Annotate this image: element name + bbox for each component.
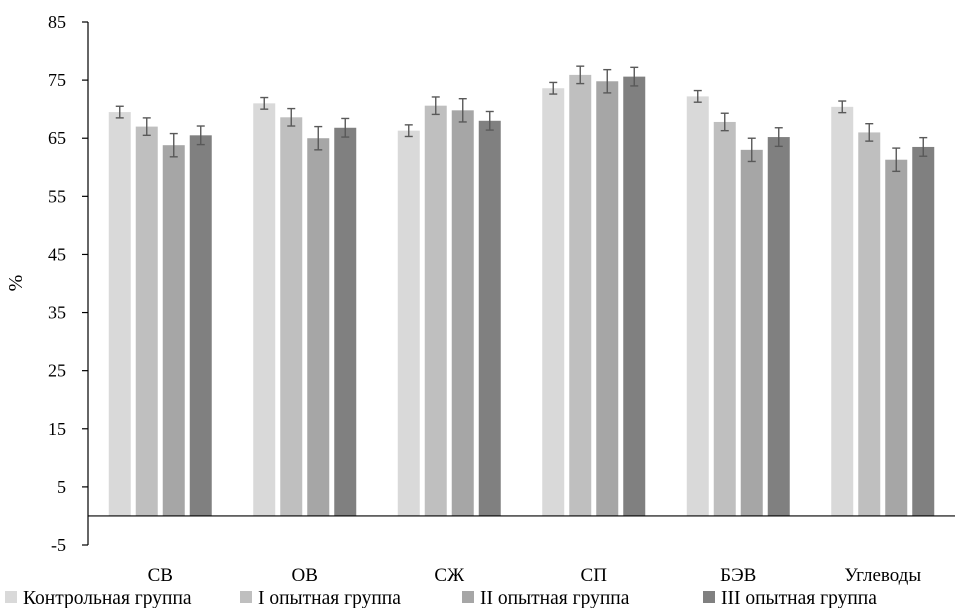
y-tick-label: 5 (57, 477, 66, 497)
bar (740, 149, 763, 516)
bars-layer (108, 74, 935, 516)
error-bar (404, 124, 413, 138)
legend-swatch (240, 591, 252, 603)
bar (135, 126, 158, 516)
bar (253, 103, 276, 516)
bar (858, 132, 881, 516)
legend-label: III опытная группа (721, 588, 877, 608)
bar (108, 112, 131, 516)
bar (478, 120, 501, 516)
x-category-label: СЖ (434, 565, 465, 586)
y-tick-label: 45 (48, 244, 66, 264)
x-category-labels: СВ ОВ СЖ СП БЭВ Углеводы (148, 565, 922, 586)
legend-swatch (703, 591, 715, 603)
bar (885, 159, 908, 516)
bar (767, 137, 790, 516)
error-bar (747, 137, 756, 163)
bar (280, 117, 303, 516)
error-bar (196, 125, 205, 146)
legend-item: I опытная группа (240, 588, 401, 608)
error-bar (431, 96, 440, 116)
error-bar (865, 122, 874, 142)
bar (451, 110, 474, 516)
bar (189, 135, 212, 516)
y-tick-label: 65 (48, 128, 66, 148)
y-axis-label: % (5, 275, 27, 292)
error-bar (693, 89, 702, 103)
bar (569, 74, 592, 516)
error-bars-layer (115, 65, 928, 173)
error-bar (919, 136, 928, 157)
legend-swatch (462, 591, 474, 603)
bar (831, 106, 854, 516)
error-bar (458, 98, 467, 123)
y-tick-label: -5 (51, 535, 66, 555)
x-category-label: Углеводы (844, 565, 921, 586)
error-bar (260, 96, 269, 110)
legend-label: I опытная группа (258, 588, 401, 608)
error-bar (892, 147, 901, 173)
error-bar (485, 110, 494, 131)
axes-layer (82, 21, 955, 546)
y-tick-label: 75 (48, 70, 66, 90)
legend-label: Контрольная группа (23, 588, 192, 608)
bar (542, 88, 565, 516)
bar (162, 145, 185, 516)
x-category-label: СП (581, 565, 608, 586)
error-bar (314, 125, 323, 151)
error-bar (774, 127, 783, 148)
legend-swatch (5, 591, 17, 603)
legend: Контрольная группа I опытная группа II опы… (5, 588, 877, 608)
bar (307, 138, 330, 516)
error-bar (142, 117, 151, 137)
bar (334, 127, 357, 516)
y-tick-label: 85 (48, 12, 66, 32)
y-tick-label: 35 (48, 303, 66, 323)
error-bar (287, 107, 296, 127)
x-category-label: СВ (148, 565, 173, 586)
error-bar (603, 68, 612, 94)
x-category-label: БЭВ (720, 565, 756, 586)
error-bar (576, 65, 585, 85)
y-tick-label: 15 (48, 419, 66, 439)
error-bar (720, 112, 729, 132)
legend-label: II опытная группа (480, 588, 630, 608)
x-category-label: ОВ (292, 565, 318, 586)
error-bar (838, 100, 847, 114)
bar (912, 146, 935, 516)
bar (713, 121, 736, 516)
bar (686, 96, 709, 516)
bar (397, 130, 420, 516)
error-bar (115, 105, 124, 119)
bar (623, 76, 646, 516)
y-tick-labels: -5 5 15 25 35 45 55 65 75 85 (48, 12, 66, 555)
bar (596, 81, 619, 516)
error-bar (630, 66, 639, 87)
legend-item: III опытная группа (703, 588, 877, 608)
legend-item: II опытная группа (462, 588, 630, 608)
y-tick-label: 25 (48, 361, 66, 381)
error-bar (549, 81, 558, 95)
error-bar (169, 132, 178, 158)
legend-item: Контрольная группа (5, 588, 192, 608)
y-tick-label: 55 (48, 186, 66, 206)
bar (424, 105, 447, 516)
error-bar (341, 117, 350, 138)
